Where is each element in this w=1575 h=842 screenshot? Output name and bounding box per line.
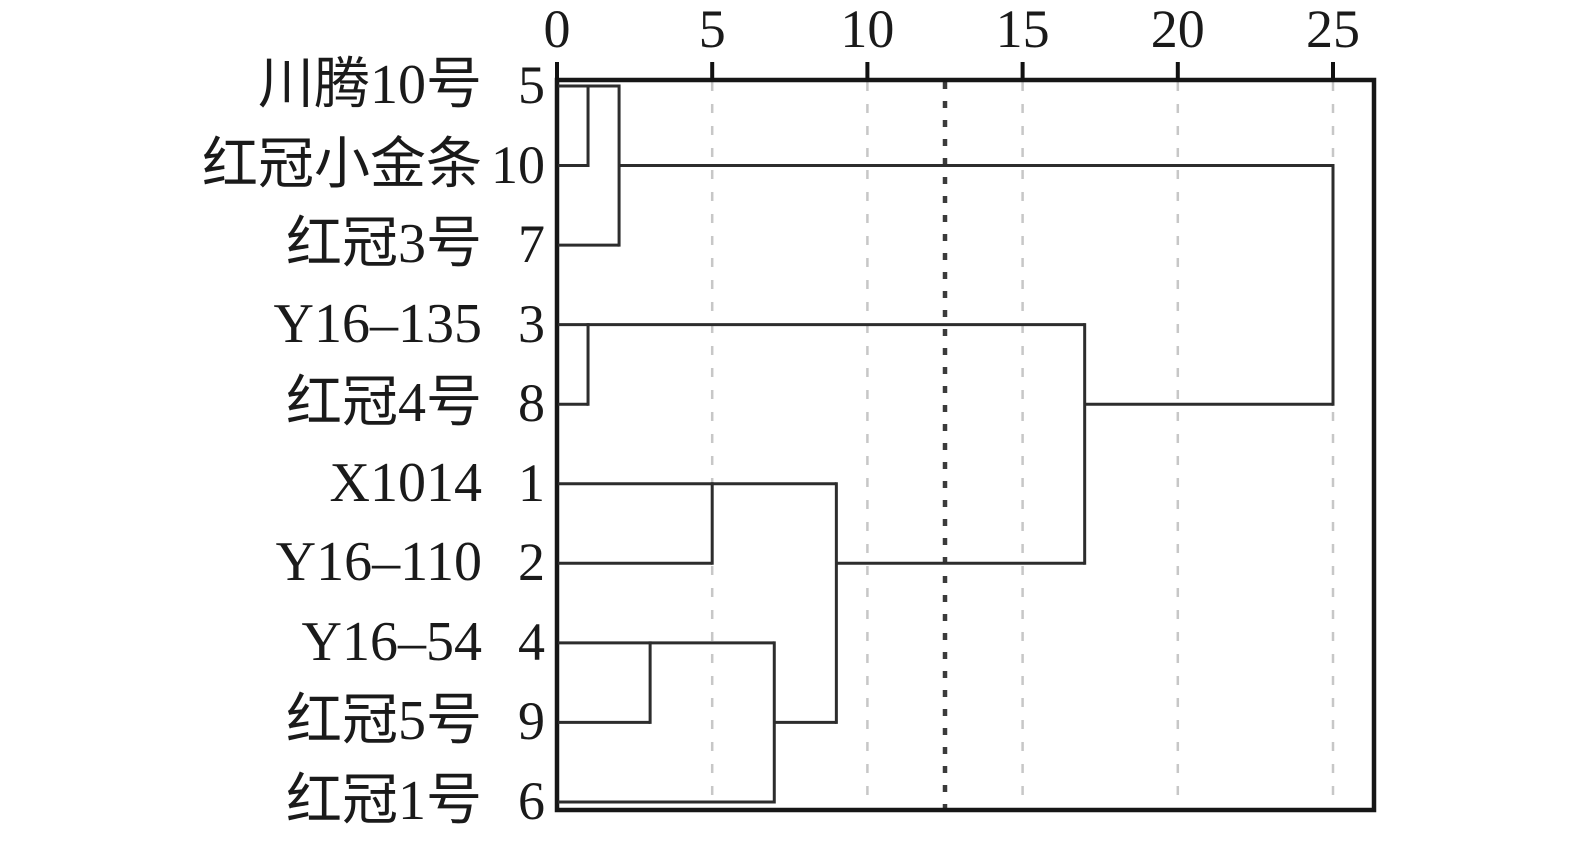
leaf-case-number: 3 — [518, 293, 545, 354]
leaf-label: 红冠小金条 — [202, 133, 482, 196]
leaf-label: X1014 — [329, 451, 482, 514]
axis-tick-label: 10 — [840, 0, 895, 59]
leaf-case-number: 2 — [518, 532, 545, 593]
leaf-label: 红冠5号 — [286, 690, 482, 753]
leaf-label: Y16–54 — [301, 610, 482, 673]
leaf-case-number: 6 — [518, 770, 545, 831]
leaf-case-number: 7 — [518, 214, 545, 275]
leaf-case-number: 4 — [518, 611, 545, 672]
leaf-label: 红冠4号 — [286, 372, 482, 435]
leaf-case-number: 8 — [518, 373, 545, 434]
axis-tick-label: 25 — [1306, 0, 1360, 59]
axis-tick-label: 20 — [1150, 0, 1205, 59]
leaf-case-number: 10 — [491, 134, 545, 195]
leaf-label: 川腾10号 — [258, 54, 482, 116]
axis-tick-label: 15 — [995, 0, 1050, 59]
leaf-label: 红冠3号 — [286, 213, 482, 276]
leaf-case-number: 9 — [518, 691, 545, 752]
leaf-label: Y16–135 — [273, 292, 482, 355]
leaf-case-number: 1 — [518, 452, 545, 513]
leaf-case-number: 5 — [518, 55, 545, 115]
leaf-label: Y16–110 — [275, 531, 482, 594]
axis-tick-label: 0 — [543, 0, 571, 59]
axis-tick-label: 5 — [698, 0, 726, 59]
plot-border — [554, 77, 1377, 813]
leaf-label: 红冠1号 — [286, 769, 482, 832]
